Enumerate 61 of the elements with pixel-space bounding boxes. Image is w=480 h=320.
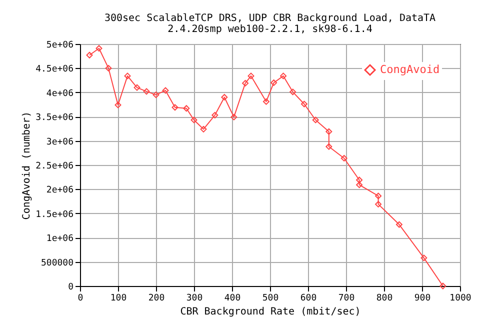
point bbox=[124, 72, 131, 80]
point bbox=[134, 84, 140, 91]
point bbox=[96, 45, 102, 52]
point bbox=[190, 116, 198, 124]
y-tick-label: 1e+06 bbox=[46, 234, 74, 244]
y-axis-title: CongAvoid (number) bbox=[22, 111, 33, 220]
point bbox=[356, 182, 363, 188]
point bbox=[300, 100, 308, 108]
x-tick-label: 1000 bbox=[450, 294, 472, 304]
point bbox=[221, 94, 228, 100]
point bbox=[183, 105, 190, 112]
y-tick-label: 1.5e+06 bbox=[36, 210, 74, 220]
point bbox=[356, 176, 363, 184]
point bbox=[280, 72, 287, 80]
x-axis-title: CBR Background Rate (mbit/sec) bbox=[180, 306, 361, 318]
x-tick-label: 400 bbox=[224, 294, 241, 304]
point bbox=[312, 116, 319, 124]
chart-subtitle: 2.4.20smp web100-2.2.1, sk98-6.1.4 bbox=[168, 24, 372, 35]
point bbox=[248, 72, 254, 80]
point bbox=[162, 87, 169, 94]
y-tick-label: 3.5e+06 bbox=[36, 113, 74, 124]
point bbox=[242, 80, 249, 86]
chart-title: 300sec ScalableTCP DRS, UDP CBR Background Load, DataTA bbox=[104, 13, 436, 24]
point bbox=[396, 221, 402, 228]
point bbox=[326, 143, 332, 150]
point bbox=[440, 282, 446, 290]
legend-label: CongAvoid bbox=[380, 63, 440, 76]
y-tick-label: 2.5e+06 bbox=[36, 162, 74, 172]
x-tick-label: 200 bbox=[148, 294, 165, 304]
x-tick-label: 600 bbox=[300, 294, 317, 304]
x-tick-label: 900 bbox=[414, 294, 431, 304]
point bbox=[262, 98, 270, 105]
point bbox=[270, 79, 278, 86]
x-tick-label: 0 bbox=[78, 294, 84, 304]
point bbox=[340, 154, 348, 162]
point bbox=[143, 88, 150, 95]
point bbox=[420, 254, 428, 262]
point bbox=[290, 88, 296, 96]
point bbox=[326, 128, 332, 135]
point bbox=[86, 52, 93, 58]
point bbox=[105, 64, 112, 72]
x-tick-label: 500 bbox=[262, 294, 279, 304]
y-tick-label: 5e+06 bbox=[46, 40, 74, 50]
x-tick-label: 800 bbox=[376, 294, 393, 304]
point bbox=[114, 102, 122, 108]
y-tick-label: 3e+06 bbox=[46, 137, 74, 148]
point bbox=[212, 112, 218, 118]
point bbox=[230, 114, 238, 120]
y-tick-label: 0 bbox=[68, 282, 74, 292]
y-tick-label: 4.5e+06 bbox=[36, 64, 74, 75]
x-tick-label: 300 bbox=[186, 294, 203, 304]
point bbox=[200, 126, 207, 132]
y-tick-label: 500000 bbox=[40, 258, 74, 268]
y-tick-label: 4e+06 bbox=[46, 88, 74, 99]
point bbox=[375, 192, 382, 200]
x-tick-label: 700 bbox=[338, 294, 355, 304]
x-tick-label: 100 bbox=[110, 294, 127, 304]
point bbox=[375, 200, 382, 208]
point bbox=[152, 92, 160, 98]
y-tick-label: 2e+06 bbox=[46, 186, 74, 196]
point bbox=[172, 104, 178, 111]
